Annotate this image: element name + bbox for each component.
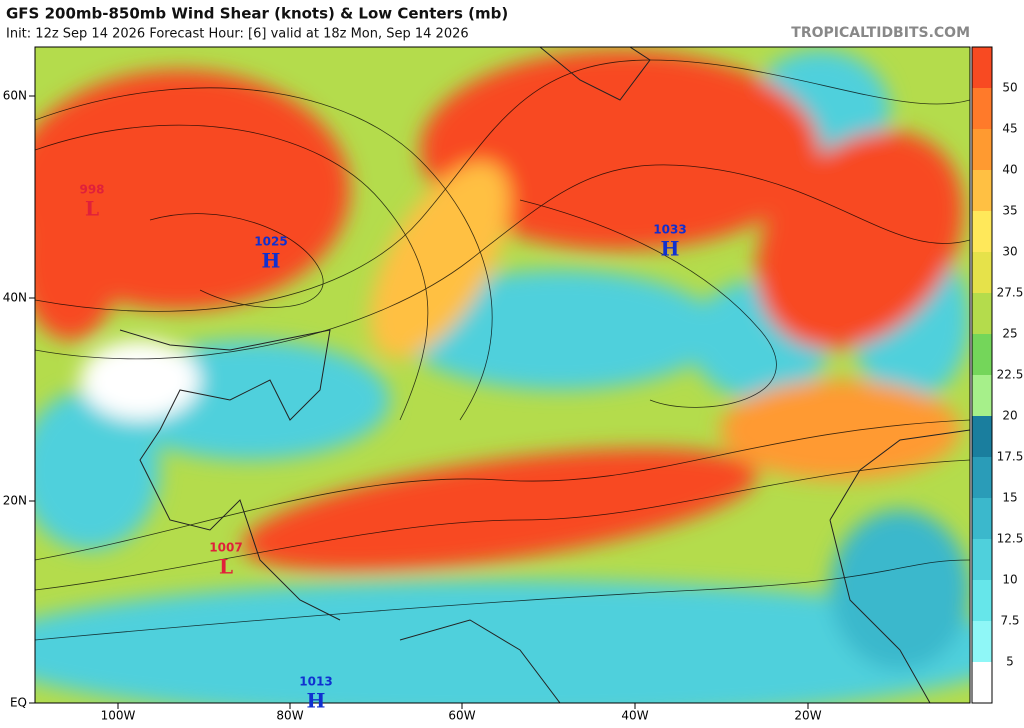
colorbar-segment [972,211,992,252]
coastlines [119,47,970,703]
center-pressure: 1013 [299,675,332,689]
colorbar-segment [972,662,992,703]
colorbar-segment [972,170,992,211]
colorbar-label: 45 [1002,122,1017,136]
source: TROPICALTIDBITS.COM [791,25,970,41]
colorbar-frame [971,46,993,704]
colorbar-segment [972,88,992,129]
center-symbol: L [85,197,99,221]
colorbar-segment [972,580,992,621]
colorbar-label: 27.5 [997,286,1024,300]
map-frame [34,46,971,704]
center-symbol: H [661,237,680,261]
colorbar-label: 22.5 [997,368,1024,382]
latitude-label: 20N [3,494,27,508]
colorbar-label: 5 [1006,655,1014,669]
center-symbol: H [307,689,326,713]
colorbar-label: 50 [1002,81,1017,95]
colorbar-segment [972,129,992,170]
colorbar-segment [972,334,992,375]
longitude-label: 20W [794,709,821,723]
latitude-label: EQ [10,696,27,710]
latitude-label: 60N [3,89,27,103]
longitude-label: 60W [448,709,475,723]
latitude-label: 40N [3,291,27,305]
colorbar-label: 20 [1002,409,1017,423]
center-symbol: L [219,555,233,579]
colorbar-label: 17.5 [997,450,1024,464]
colorbar-label: 7.5 [1000,614,1019,628]
center-pressure: 1033 [653,223,686,237]
title: GFS 200mb-850mb Wind Shear (knots) & Low… [6,5,508,23]
center-pressure: 998 [79,183,104,197]
colorbar-segment [972,539,992,580]
shear-field [35,47,970,703]
center-pressure: 1025 [254,235,287,249]
longitude-label: 80W [276,709,303,723]
colorbar-segment [972,47,992,88]
colorbar-segment [972,498,992,539]
colorbar-label: 35 [1002,204,1017,218]
colorbar-label: 10 [1002,573,1017,587]
colorbar-label: 25 [1002,327,1017,341]
colorbar-segment [972,416,992,457]
colorbar-segment [972,293,992,334]
colorbar-segment [972,252,992,293]
subtitle: Init: 12z Sep 14 2026 Forecast Hour: [6]… [6,27,469,42]
colorbar-segment [972,457,992,498]
colorbar-label: 40 [1002,163,1017,177]
center-pressure: 1007 [209,541,242,555]
colorbar-segment [972,375,992,416]
colorbar-segment [972,621,992,662]
center-symbol: H [262,249,281,273]
longitude-label: 40W [621,709,648,723]
colorbar-label: 30 [1002,245,1017,259]
longitude-label: 100W [101,709,136,723]
colorbar-label: 15 [1002,491,1017,505]
colorbar-label: 12.5 [997,532,1024,546]
